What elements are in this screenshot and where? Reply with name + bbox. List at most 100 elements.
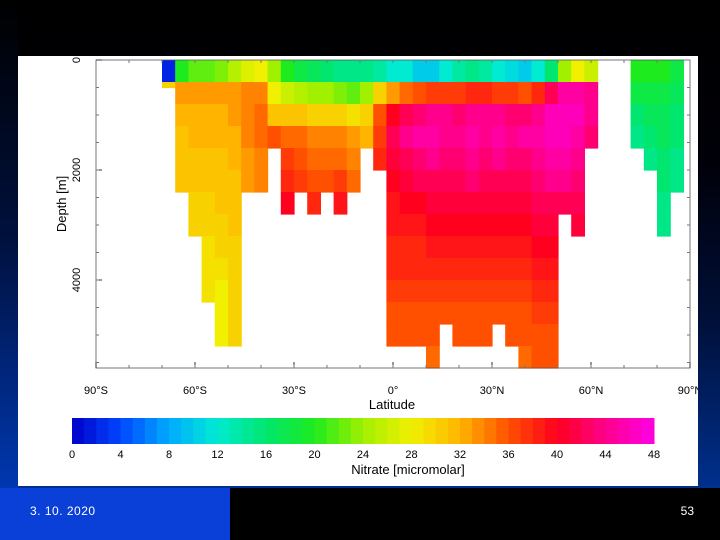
heatmap-cell — [465, 148, 480, 171]
colorbar-swatch — [108, 418, 121, 444]
heatmap-cell — [280, 126, 295, 149]
slide-footer-accent — [0, 488, 230, 540]
heatmap-cell — [386, 192, 401, 215]
colorbar-swatch — [156, 418, 170, 444]
heatmap-cell — [643, 148, 658, 171]
heatmap-cell — [294, 82, 308, 105]
heatmap-cell — [478, 258, 493, 281]
heatmap-cell — [360, 60, 374, 83]
heatmap-cell — [492, 60, 506, 83]
colorbar-swatch — [375, 418, 388, 444]
heatmap-cell — [360, 104, 374, 127]
heatmap-cell — [558, 126, 572, 149]
heatmap-cell — [452, 280, 467, 303]
heatmap-cell — [386, 302, 401, 325]
colorbar-swatch — [411, 418, 425, 444]
heatmap-cell — [630, 104, 645, 127]
heatmap-cell — [228, 214, 242, 237]
heatmap-cell — [294, 104, 308, 127]
heatmap-cell — [214, 82, 229, 105]
heatmap-cell — [201, 60, 216, 83]
colorbar-swatch — [447, 418, 461, 444]
heatmap-cell — [333, 192, 348, 215]
heatmap-cell — [518, 258, 533, 281]
heatmap-cell — [307, 60, 321, 83]
heatmap-cell — [544, 104, 559, 127]
heatmap-cell — [188, 214, 203, 237]
heatmap-cell — [465, 236, 480, 259]
heatmap-cell — [386, 148, 401, 171]
colorbar-swatch — [629, 418, 643, 444]
heatmap-cell — [426, 214, 440, 237]
heatmap-cell — [505, 170, 519, 193]
colorbar-swatch — [290, 418, 303, 444]
heatmap-cell — [492, 126, 506, 149]
heatmap-cell — [228, 192, 242, 215]
heatmap-cell — [214, 280, 229, 303]
heatmap-cell — [544, 126, 559, 149]
heatmap-cell — [320, 148, 335, 171]
heatmap-cell — [531, 258, 546, 281]
heatmap-cell — [228, 170, 242, 193]
heatmap-cell — [214, 236, 229, 259]
colorbar-swatch — [84, 418, 97, 444]
heatmap-cell — [492, 82, 506, 105]
heatmap-cell — [531, 324, 546, 347]
footer-date: 3. 10. 2020 — [30, 504, 96, 518]
colorbar-swatch — [169, 418, 182, 444]
heatmap-cell — [426, 236, 440, 259]
heatmap-cell — [320, 60, 335, 83]
heatmap-cell — [584, 82, 599, 105]
heatmap-cell — [452, 170, 467, 193]
heatmap-cell — [399, 214, 414, 237]
heatmap-cell — [478, 302, 493, 325]
heatmap-cell — [478, 324, 493, 347]
colorbar-tick-label: 32 — [454, 449, 466, 461]
heatmap-cell — [630, 126, 645, 149]
colorbar-swatch — [435, 418, 449, 444]
heatmap-cell — [465, 324, 480, 347]
colorbar-swatch — [557, 418, 570, 444]
heatmap-cell — [452, 302, 467, 325]
heatmap-cell — [544, 258, 559, 281]
heatmap-cell — [478, 104, 493, 127]
heatmap-cell — [426, 302, 440, 325]
heatmap-cell — [386, 82, 401, 105]
heatmap-cell — [188, 82, 203, 105]
heatmap-cell — [643, 60, 658, 83]
heatmap-cell — [386, 324, 401, 347]
heatmap-cell — [280, 82, 295, 105]
heatmap-cell — [531, 148, 546, 171]
y-axis-ticks: 0 2000 4000 — [71, 57, 690, 363]
heatmap-cell — [465, 302, 480, 325]
heatmap-cell — [214, 214, 229, 237]
heatmap-cell — [188, 192, 203, 215]
heatmap-cell — [201, 148, 216, 171]
colorbar-swatch — [423, 418, 437, 444]
heatmap-cell — [643, 126, 658, 149]
heatmap-cell — [201, 192, 216, 215]
heatmap-cell — [162, 60, 176, 83]
heatmap-cell — [267, 60, 282, 83]
heatmap-cell — [492, 214, 506, 237]
colorbar-label: Nitrate [micromolar] — [351, 462, 464, 477]
heatmap-cell — [558, 170, 572, 193]
heatmap-cell — [320, 126, 335, 149]
heatmap-cell — [571, 126, 585, 149]
heatmap-cell — [518, 170, 533, 193]
heatmap-cell — [241, 104, 255, 127]
heatmap-cell — [399, 236, 414, 259]
heatmap-cell — [280, 170, 295, 193]
heatmap-cell — [188, 104, 203, 127]
heatmap-cell — [492, 170, 506, 193]
colorbar-swatch — [120, 418, 134, 444]
heatmap-cell — [452, 104, 467, 127]
heatmap-cell — [544, 324, 559, 347]
heatmap-cell — [280, 148, 295, 171]
heatmap-cell — [228, 236, 242, 259]
heatmap-cell — [399, 258, 414, 281]
heatmap-cell — [162, 82, 176, 89]
heatmap-cell — [346, 126, 361, 149]
heatmap-cell — [373, 148, 387, 171]
heatmap-cell — [373, 104, 387, 127]
